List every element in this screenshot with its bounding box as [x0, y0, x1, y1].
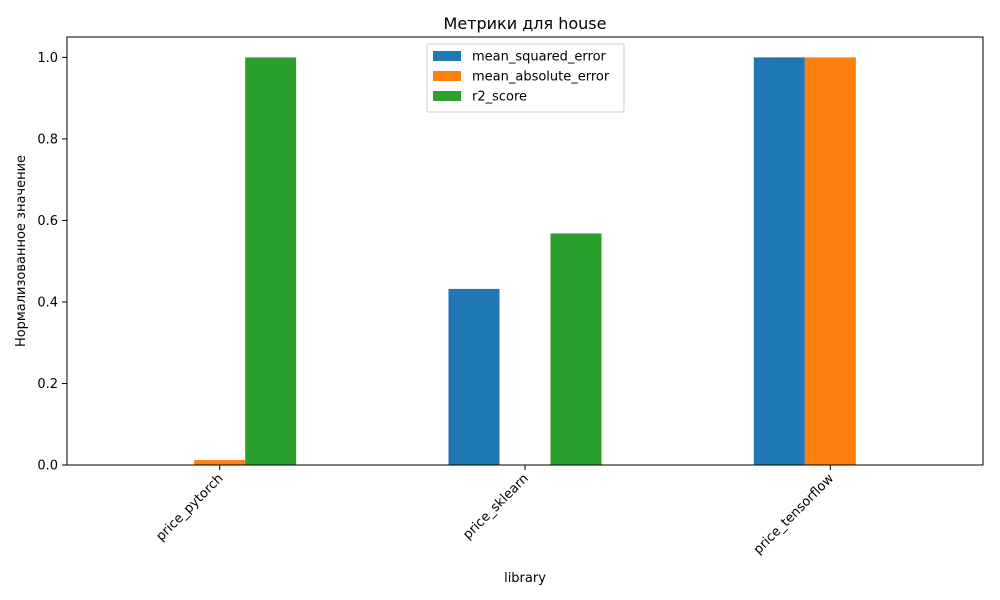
bar-r2-score-price-sklearn — [550, 233, 602, 465]
x-axis-label: library — [504, 571, 546, 586]
legend-swatch — [433, 51, 461, 61]
y-tick-label: 0.2 — [37, 377, 58, 392]
bar-mean-absolute-error-price-pytorch — [194, 460, 246, 465]
y-tick-label: 1.0 — [37, 51, 58, 66]
y-axis-label: Нормализованное значение — [14, 155, 29, 347]
x-tick-label: price_pytorch — [153, 471, 226, 544]
bars-group — [194, 57, 856, 465]
legend-label: mean_absolute_error — [472, 70, 610, 85]
x-tick-label: price_tensorflow — [751, 471, 838, 558]
legend-label: r2_score — [472, 90, 527, 105]
y-tick-label: 0.6 — [37, 214, 58, 229]
chart-title: Метрики для house — [444, 14, 607, 33]
legend-swatch — [433, 71, 461, 81]
legend-box — [426, 43, 625, 113]
legend-label: mean_squared_error — [472, 50, 607, 65]
y-tick-label: 0.8 — [37, 132, 58, 147]
bar-r2-score-price-pytorch — [245, 57, 297, 465]
bar-mean-squared-error-price-sklearn — [448, 288, 500, 465]
plot-frame — [66, 36, 984, 466]
legend-swatch — [433, 91, 461, 101]
y-tick-label: 0.4 — [37, 295, 58, 310]
y-tick-label: 0.0 — [37, 459, 58, 474]
bar-mean-squared-error-price-tensorflow — [753, 57, 805, 465]
x-axis-ticks: price_pytorch price_sklearn price_tensorfl… — [153, 465, 837, 558]
bar-mean-absolute-error-price-tensorflow — [804, 57, 856, 465]
y-axis-ticks: 0.0 0.2 0.4 0.6 0.8 1.0 — [37, 51, 67, 474]
legend: mean_squared_error mean_absolute_error r2_… — [426, 43, 625, 113]
x-tick-label: price_sklearn — [460, 471, 531, 542]
